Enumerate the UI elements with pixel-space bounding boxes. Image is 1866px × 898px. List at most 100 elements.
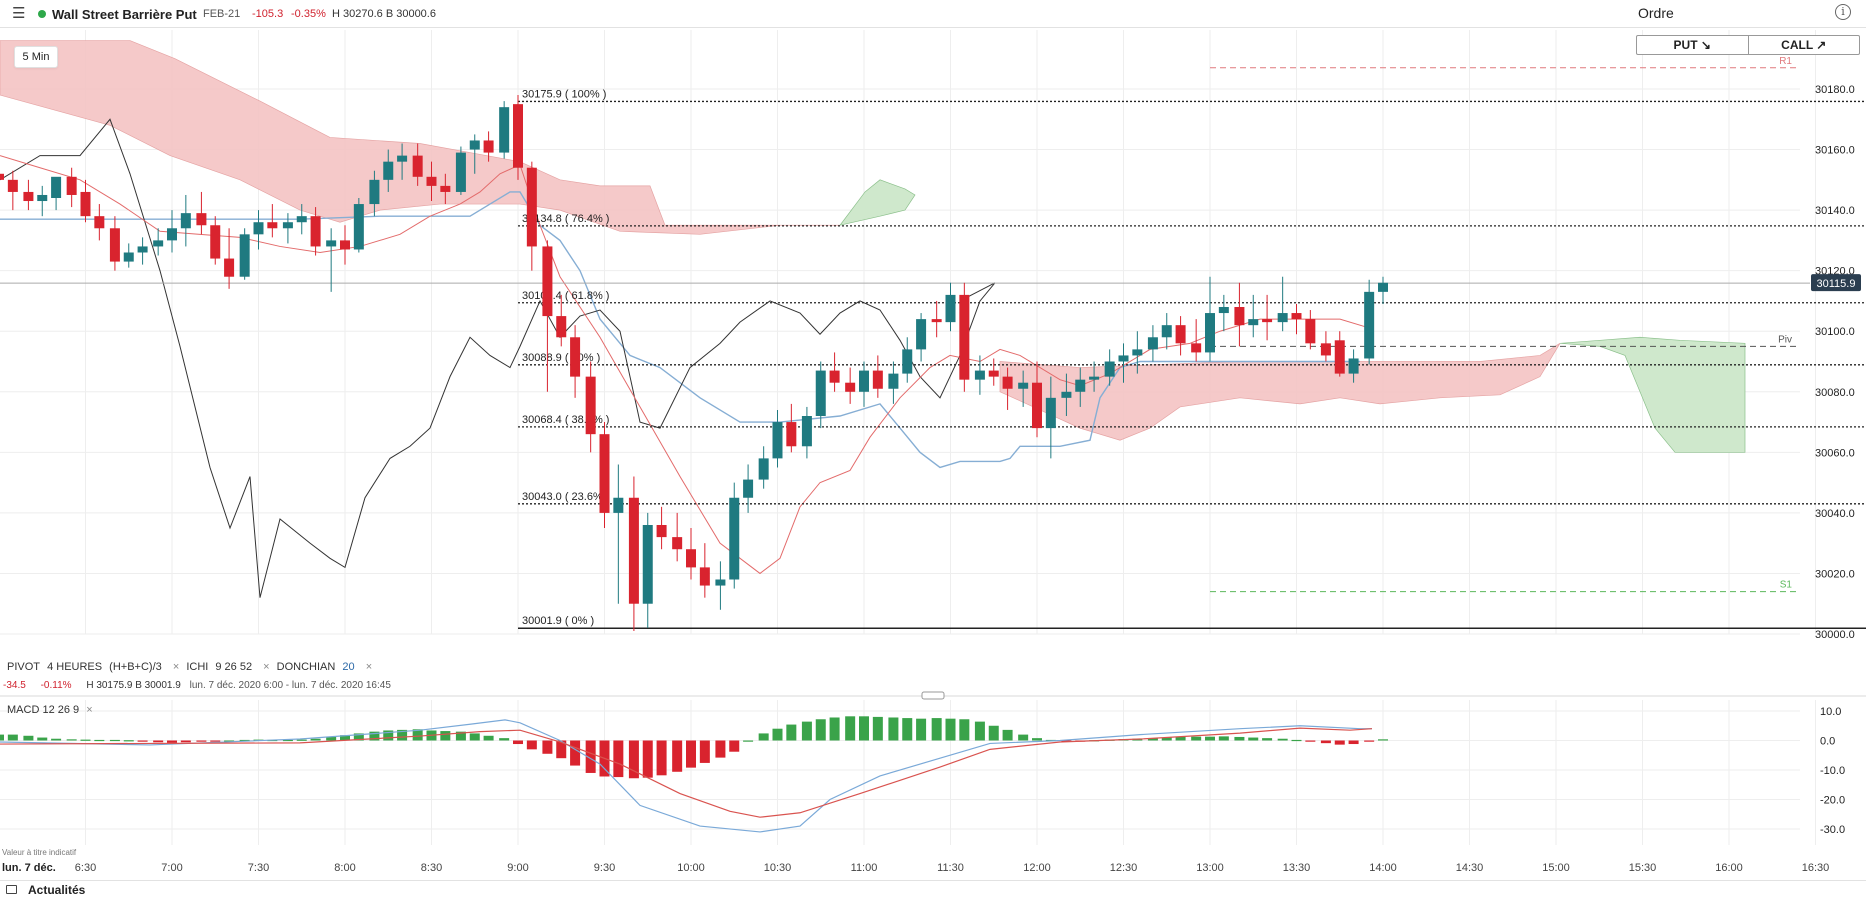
macd-bar — [66, 739, 77, 741]
instrument-header: ☰ Wall Street Barrière Put FEB-21 -105.3… — [0, 0, 1866, 28]
x-axis-tick-label: 13:00 — [1196, 862, 1224, 874]
candle-up — [1018, 382, 1029, 389]
macd-bar — [94, 739, 105, 742]
candle-up — [1348, 358, 1359, 374]
y-axis-tick-label: 30040.0 — [1815, 508, 1855, 520]
macd-bar — [772, 728, 783, 741]
macd-bar — [1147, 738, 1158, 741]
timeframe-button[interactable]: 5 Min — [14, 46, 58, 68]
pivot-indicator-label[interactable]: PIVOT — [7, 661, 41, 673]
macd-bar — [1191, 736, 1202, 741]
macd-bar — [296, 739, 307, 741]
remove-donchian-icon[interactable]: × — [365, 661, 373, 673]
macd-bar — [513, 740, 523, 745]
macd-signal-line — [0, 727, 1373, 818]
macd-y-axis-tick-label: -10.0 — [1820, 765, 1845, 777]
x-axis-tick-label: 9:00 — [507, 862, 528, 874]
macd-bar — [959, 719, 970, 741]
candle-down — [872, 370, 883, 389]
x-axis-tick-label: 7:30 — [248, 862, 269, 874]
call-button[interactable]: CALL ↗ — [1747, 36, 1860, 54]
macd-bar — [1334, 740, 1345, 745]
macd-bar — [196, 740, 207, 742]
candle-down — [585, 376, 596, 435]
candle-up — [1248, 319, 1259, 326]
macd-bar — [353, 733, 364, 741]
news-icon — [6, 885, 17, 894]
candle-up — [137, 246, 148, 253]
macd-bar — [499, 738, 510, 741]
macd-bar — [974, 721, 985, 741]
remove-ichimoku-icon[interactable]: × — [263, 661, 270, 673]
order-panel-title[interactable]: Ordre — [1638, 5, 1674, 21]
macd-bar — [613, 740, 624, 778]
ichimoku-cloud-bearish — [0, 40, 840, 235]
macd-bar — [109, 739, 120, 742]
macd-bar — [672, 740, 683, 772]
candle-down — [599, 434, 610, 513]
hamburger-menu-icon[interactable]: ☰ — [12, 5, 26, 22]
macd-bar — [455, 731, 466, 741]
candle-down — [1175, 325, 1186, 344]
ichimoku-indicator-label[interactable]: ICHI — [186, 661, 209, 673]
x-axis-tick-label: 14:00 — [1369, 862, 1397, 874]
current-price-label: 30115.9 — [1817, 278, 1856, 290]
macd-bar — [483, 735, 494, 741]
candle-up — [1104, 361, 1115, 377]
candle-up — [1075, 379, 1086, 392]
indicative-note: Valeur à titre indicatif — [2, 848, 77, 857]
macd-bar — [1277, 738, 1288, 741]
ichimoku-cloud-bullish-future — [1559, 336, 1746, 453]
candle-down — [1334, 340, 1345, 374]
macd-bar — [570, 740, 581, 766]
macd-bar — [1061, 740, 1072, 742]
candle-down — [426, 176, 437, 186]
x-axis-tick-label: 11:30 — [937, 862, 964, 874]
candle-down — [829, 370, 840, 383]
macd-bar — [801, 721, 812, 741]
macd-y-axis-tick-label: 0.0 — [1820, 736, 1835, 748]
candle-up — [1364, 291, 1375, 359]
price-change: -105.3 — [252, 8, 284, 20]
candle-down — [628, 497, 639, 604]
macd-bar — [180, 740, 191, 743]
macd-bar — [715, 740, 726, 758]
candle-up — [326, 240, 337, 247]
news-tab[interactable]: Actualités — [28, 883, 86, 897]
x-axis-tick-label: 10:30 — [764, 862, 792, 874]
candle-up — [1218, 307, 1229, 314]
macd-bar — [556, 740, 567, 759]
macd-bar — [1248, 737, 1259, 741]
macd-bar — [1320, 740, 1331, 744]
candle-down — [210, 225, 221, 259]
macd-bar — [699, 740, 710, 763]
macd-indicator-label[interactable]: MACD — [7, 704, 40, 716]
instrument-name[interactable]: Wall Street Barrière Put — [52, 7, 197, 22]
x-axis-tick-label: 12:00 — [1023, 862, 1051, 874]
put-button[interactable]: PUT ↘ — [1673, 38, 1711, 52]
info-icon[interactable]: i — [1835, 4, 1851, 20]
x-axis-tick-label: 16:30 — [1802, 862, 1830, 874]
macd-bar — [340, 735, 350, 741]
candle-down — [412, 155, 423, 177]
x-axis-tick-label: 13:30 — [1283, 862, 1311, 874]
candle-down — [0, 173, 4, 180]
x-axis-tick-label: 8:30 — [421, 862, 442, 874]
candle-down — [542, 246, 553, 317]
remove-pivot-icon[interactable]: × — [172, 661, 180, 673]
candle-up — [613, 497, 624, 513]
candle-up — [1061, 391, 1072, 398]
candle-down — [686, 549, 696, 568]
macd-bar — [815, 719, 826, 741]
candle-up — [729, 497, 740, 580]
donchian-indicator-label[interactable]: DONCHIAN — [276, 661, 336, 673]
candle-up — [397, 155, 408, 162]
candle-up — [353, 204, 364, 250]
macd-bar — [902, 718, 913, 741]
macd-bar — [656, 740, 667, 776]
candle-down — [94, 216, 105, 229]
macd-legend: MACD 12 26 9 × — [7, 704, 93, 716]
remove-macd-icon[interactable]: × — [86, 704, 93, 716]
candle-down — [513, 104, 523, 168]
